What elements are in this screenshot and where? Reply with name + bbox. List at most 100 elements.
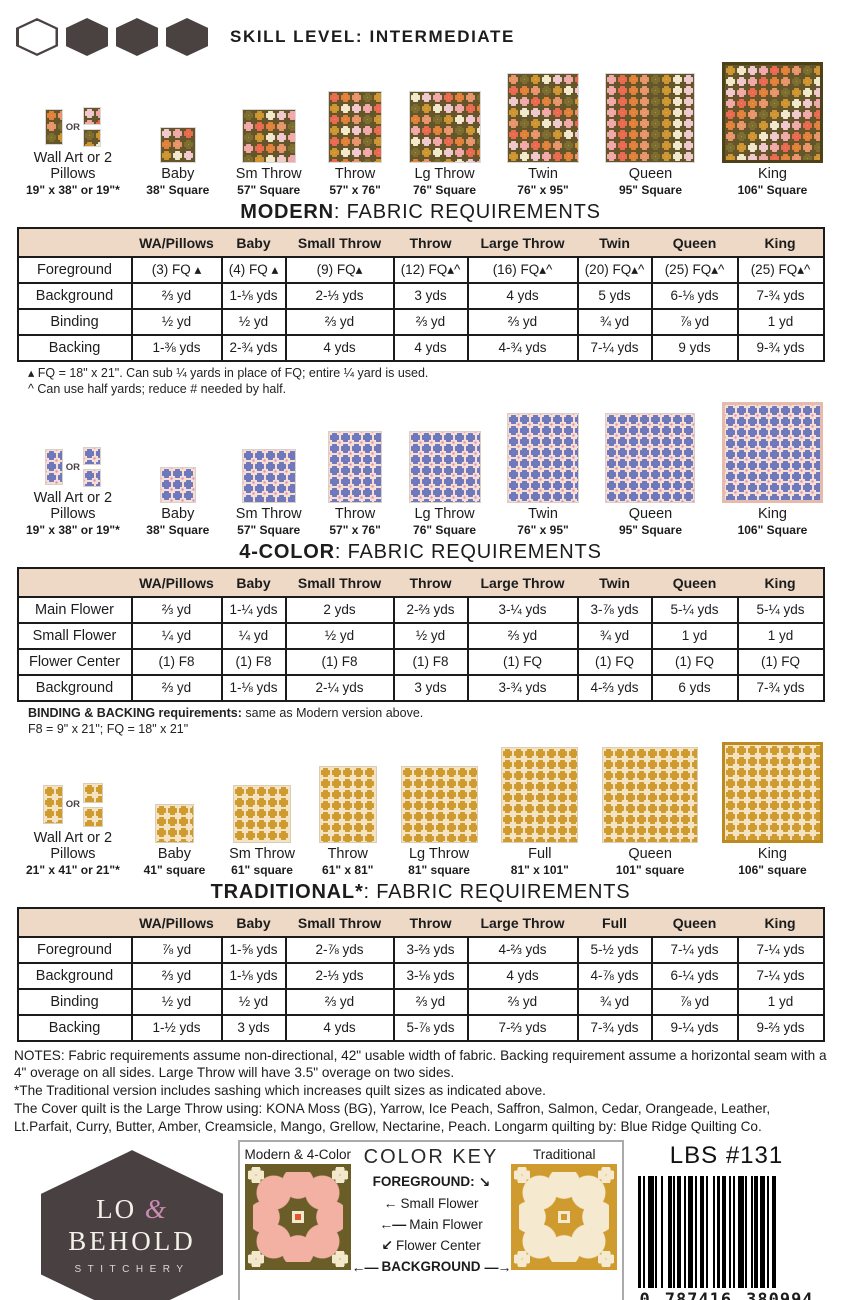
flower-motif [614,835,626,842]
flower-motif [639,457,651,469]
flower-motif [351,92,363,103]
notes-paragraph-2: *The Traditional version includes sashin… [14,1083,546,1099]
flower-motif [464,464,476,476]
flower-motif [319,810,331,822]
flower-motif [694,140,695,151]
flower-motif [779,109,791,120]
quilt-size-row-modern: OR Wall Art or 2 Pillows 19" x 38" or 19"*… [0,62,841,198]
flower-motif [683,151,695,162]
flower-motif [84,130,96,142]
skill-hex-filled [166,18,208,56]
flower-motif [530,468,542,480]
flower-motif [431,453,443,465]
flower-motif [552,457,564,469]
flower-motif [171,489,183,501]
flower-motif [574,107,579,118]
flower-motif [193,139,195,150]
flower-motif [628,490,640,502]
barcode-bar [716,1176,721,1289]
flower-motif [453,442,465,454]
quilt-thumb-fourcolor [408,430,481,503]
flower-motif [182,150,194,161]
flower-motif [513,835,525,842]
flower-motif [409,453,421,465]
flower-motif [606,435,618,447]
flower-motif [724,142,736,153]
flower-motif [563,446,575,458]
flower-motif [541,435,553,447]
flower-motif [45,121,57,133]
flower-motif [557,780,569,792]
column-header: WA/Pillows [131,567,222,597]
flower-motif [442,486,454,498]
flower-motif [362,92,374,103]
flower-motif [409,464,421,476]
flower-motif [636,824,648,836]
flower-motif [374,810,376,822]
flower-motif [362,103,374,114]
flower-motif [420,475,432,487]
flower-motif [790,87,802,98]
barcode-bar [745,1176,748,1289]
flower-motif [352,777,364,789]
flower-motif [431,147,443,158]
flower-motif [779,788,791,800]
flower-motif [340,125,352,136]
flower-motif [812,459,820,471]
row-label: Small Flower [16,621,133,650]
flower-motif [409,103,421,114]
flower-motif [278,807,290,819]
flower-motif [812,65,820,76]
flower-motif [568,758,578,770]
flower-motif [508,424,520,436]
flower-motif [508,468,520,480]
flower-motif [724,832,736,840]
logo-line-3: STITCHERY [74,1263,190,1275]
flower-motif [757,65,769,76]
flower-motif [779,777,791,789]
flower-motif [691,824,698,836]
traditional-label: Traditional [532,1147,596,1163]
flower-motif [340,158,352,162]
flower-motif [267,818,279,830]
flower-motif [683,118,695,129]
flower-motif [340,147,352,158]
barcode-space [653,1176,656,1289]
flower-motif [508,140,520,151]
table-cell: (1) F8 [284,647,395,676]
flower-motif [155,837,167,842]
flower-motif [475,136,480,147]
flower-motif [683,74,695,85]
flower-motif [84,141,96,147]
table-cell: 4-⅔ yds [466,935,579,964]
flower-motif [84,108,96,120]
flower-motif [401,821,413,833]
flower-motif [442,103,454,114]
flower-motif [193,128,195,139]
quilt-item-modern: OR Wall Art or 2 Pillows 19" x 38" or 19"* [26,107,120,198]
quilt-item-modern: Twin 76" x 95" [507,73,580,198]
barcode-space [730,1176,733,1289]
flower-motif [628,96,640,107]
flower-motif [453,453,465,465]
flower-motif [757,404,769,416]
flower-motif [519,424,531,436]
flower-motif [625,791,637,803]
flower-motif [166,804,178,816]
flower-motif [234,840,246,842]
flower-motif [475,431,480,443]
flower-motif [286,471,295,483]
flower-motif [193,161,195,162]
flower-motif [672,446,684,458]
flower-motif [779,426,791,438]
flower-motif [603,758,615,770]
fabric-table-traditional: WA/Pillows Baby Small Throw Throw Large Thro… [16,906,825,1042]
footnote-line: ^ Can use half yards; reduce # needed by… [28,382,287,397]
table-cell: 5-¼ yds [736,595,825,624]
table-cell: ¼ yd [220,621,287,650]
flower-motif [680,813,692,825]
flower-motif [790,109,802,120]
flower-motif [286,110,295,121]
flower-motif [639,118,651,129]
flower-motif [724,131,736,142]
